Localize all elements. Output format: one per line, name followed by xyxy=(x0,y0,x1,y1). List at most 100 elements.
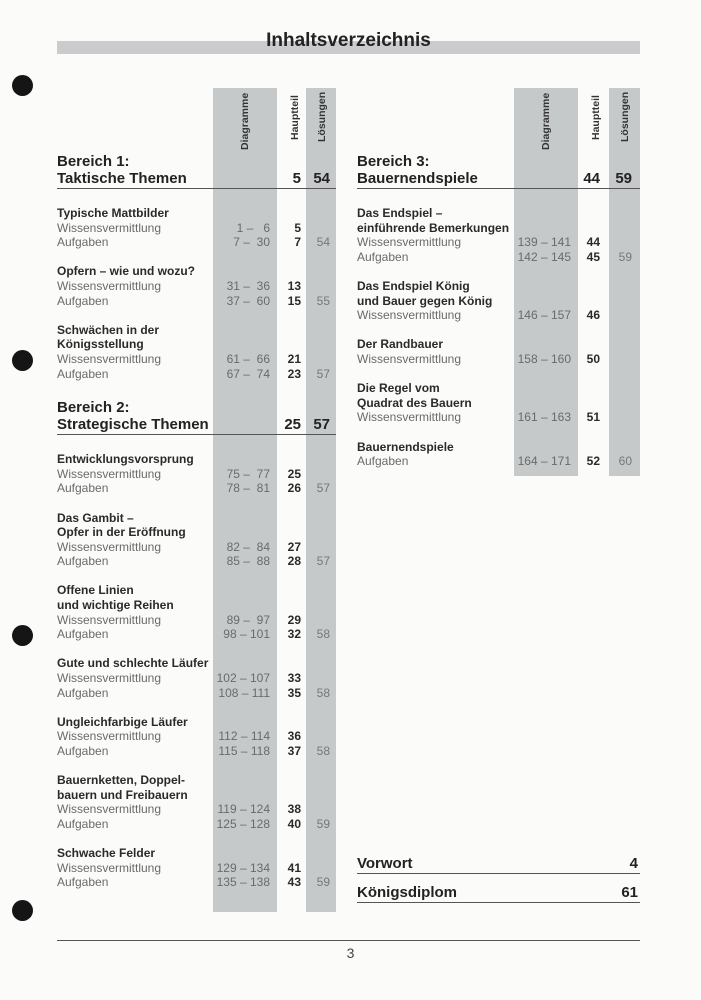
toc-group[interactable]: Schwache Felder Wissensvermittlung 129 – 1… xyxy=(57,846,336,890)
hauptteil-page: 25 xyxy=(287,466,301,481)
loesungen-page: 59 xyxy=(316,816,330,831)
diagramme-range: 78 – 81 xyxy=(226,481,270,496)
entry-label: Wissensvermittlung xyxy=(57,351,162,366)
toc-entry[interactable]: Aufgaben 7 – 30 7 54 xyxy=(57,235,336,250)
diagramme-range: 146 – 157 xyxy=(517,308,571,323)
toc-entry[interactable]: Aufgaben 135 – 138 43 59 xyxy=(57,875,336,890)
toc-entry[interactable]: Wissensvermittlung 161 – 163 51 xyxy=(357,410,640,425)
toc-entry[interactable]: Wissensvermittlung 129 – 134 41 xyxy=(57,861,336,876)
diagramme-range: 82 – 84 xyxy=(226,539,270,554)
toc-entry[interactable]: Wissensvermittlung 89 – 97 29 xyxy=(57,613,336,628)
diagramme-range: 164 – 171 xyxy=(517,454,571,469)
diagramme-range: 85 – 88 xyxy=(226,554,270,569)
loesungen-page: 58 xyxy=(316,627,330,642)
page-title: Inhaltsverzeichnis xyxy=(266,30,431,51)
toc-group[interactable]: Bauernketten, Doppel-bauern und Freibaue… xyxy=(57,773,336,831)
title-band xyxy=(57,41,640,54)
hauptteil-page: 5 xyxy=(294,220,301,235)
hauptteil-page: 41 xyxy=(287,860,301,875)
diagramme-range: 115 – 118 xyxy=(218,744,270,758)
toc-group[interactable]: Gute und schlechte Läufer Wissensvermittl… xyxy=(57,656,336,700)
entry-label: Aufgaben xyxy=(357,249,409,264)
group-title: Ungleichfarbige Läufer xyxy=(57,714,188,729)
toc-entry[interactable]: Aufgaben 78 – 81 26 57 xyxy=(57,481,336,496)
entry-page: 61 xyxy=(621,884,638,901)
section-header: Bereich 1: Taktische Themen 5 54 xyxy=(57,153,336,189)
toc-entry[interactable]: Aufgaben 142 – 145 45 59 xyxy=(357,250,640,265)
toc-entry[interactable]: Wissensvermittlung 102 – 107 33 xyxy=(57,671,336,686)
group-title: Das Gambit – xyxy=(57,510,134,525)
diagramme-range: 1 – 6 xyxy=(236,220,270,235)
entry-label: Aufgaben xyxy=(57,685,109,700)
loesungen-column-left xyxy=(306,88,336,912)
toc-entry[interactable]: Wissensvermittlung 112 – 114 36 xyxy=(57,729,336,744)
diagramme-range: 31 – 36 xyxy=(226,278,270,293)
toc-entry-koenigsdiplom[interactable]: Königsdiplom 61 xyxy=(357,884,640,903)
diagramme-range: 89 – 97 xyxy=(226,612,270,627)
toc-entry[interactable]: Wissensvermittlung 61 – 66 21 xyxy=(57,352,336,367)
entry-label: Aufgaben xyxy=(57,816,109,831)
toc-entry[interactable]: Wissensvermittlung 1 – 6 5 xyxy=(57,221,336,236)
loesungen-page: 55 xyxy=(316,293,330,308)
diagramme-range: 37 – 60 xyxy=(226,293,270,308)
hauptteil-page: 44 xyxy=(586,235,600,250)
toc-group[interactable]: Opfern – wie und wozu? Wissensvermittlung… xyxy=(57,264,336,308)
toc-entry[interactable]: Aufgaben 108 – 111 35 58 xyxy=(57,686,336,701)
entry-label: Aufgaben xyxy=(57,554,109,569)
hauptteil-page: 27 xyxy=(287,539,301,554)
group-title: Bauernketten, Doppel- xyxy=(57,773,186,788)
toc-entry[interactable]: Wissensvermittlung 75 – 77 25 xyxy=(57,467,336,482)
section-loesungen-page: 57 xyxy=(313,416,330,434)
section-loesungen-page: 59 xyxy=(615,170,632,187)
entry-label: Wissensvermittlung xyxy=(57,220,162,235)
toc-entry[interactable]: Aufgaben 67 – 74 23 57 xyxy=(57,367,336,382)
group-title: Gute und schlechte Läufer xyxy=(57,656,209,671)
entry-label: Wissensvermittlung xyxy=(57,671,162,686)
toc-entry[interactable]: Wissensvermittlung 119 – 124 38 xyxy=(57,802,336,817)
group-title: Entwicklungsvorsprung xyxy=(57,452,194,467)
punch-hole xyxy=(12,75,33,96)
entry-label: Wissensvermittlung xyxy=(357,308,462,323)
toc-entry[interactable]: Wissensvermittlung 146 – 157 46 xyxy=(357,308,640,323)
entry-label: Aufgaben xyxy=(57,293,109,308)
toc-group[interactable]: Typische Mattbilder Wissensvermittlung 1 –… xyxy=(57,206,336,250)
group-title: Opfer in der Eröffnung xyxy=(57,525,186,540)
group-title: Der Randbauer xyxy=(357,337,444,352)
hauptteil-page: 45 xyxy=(586,249,600,264)
toc-entry[interactable]: Aufgaben 85 – 88 28 57 xyxy=(57,554,336,569)
toc-group[interactable]: Offene Linien und wichtige Reihen Wissensv… xyxy=(57,583,336,641)
toc-entry[interactable]: Aufgaben 164 – 171 52 60 xyxy=(357,454,640,469)
toc-entry[interactable]: Wissensvermittlung 139 – 141 44 xyxy=(357,235,640,250)
toc-entry[interactable]: Aufgaben 37 – 60 15 55 xyxy=(57,294,336,309)
toc-group[interactable]: Der Randbauer Wissensvermittlung 158 – 160… xyxy=(357,337,640,366)
hauptteil-page: 52 xyxy=(586,454,600,469)
entry-label: Wissensvermittlung xyxy=(57,612,162,627)
toc-group[interactable]: Das Endspiel – einführende Bemerkungen Wis… xyxy=(357,206,640,264)
punch-hole xyxy=(12,900,33,921)
toc-entry-vorwort[interactable]: Vorwort 4 xyxy=(357,855,640,874)
diagramme-range: 158 – 160 xyxy=(517,351,571,366)
toc-entry[interactable]: Aufgaben 98 – 101 32 58 xyxy=(57,627,336,642)
toc-group[interactable]: Das Endspiel König und Bauer gegen König W… xyxy=(357,279,640,323)
toc-entry[interactable]: Wissensvermittlung 158 – 160 50 xyxy=(357,352,640,367)
toc-section: Bereich 1: Taktische Themen 5 54 Typische Ma… xyxy=(57,153,336,381)
toc-group[interactable]: Die Regel vom Quadrat des Bauern Wissensve… xyxy=(357,381,640,425)
toc-group[interactable]: Schwächen in der Königsstellung Wissensver… xyxy=(57,323,336,381)
toc-right-column: Bereich 3: Bauernendspiele 44 59 Das Endspie… xyxy=(357,153,640,483)
toc-group[interactable]: Bauernendspiele Aufgaben 164 – 171 52 60 xyxy=(357,440,640,469)
toc-group[interactable]: Ungleichfarbige Läufer Wissensvermittlung… xyxy=(57,715,336,759)
loesungen-column-right xyxy=(609,88,640,476)
entry-page: 4 xyxy=(629,855,638,872)
entry-label: Aufgaben xyxy=(57,627,109,642)
group-title: Das Endspiel König xyxy=(357,278,470,293)
toc-entry[interactable]: Aufgaben 125 – 128 40 59 xyxy=(57,817,336,832)
toc-entry[interactable]: Wissensvermittlung 31 – 36 13 xyxy=(57,279,336,294)
punch-hole xyxy=(12,625,33,646)
group-title: Königsstellung xyxy=(57,337,144,352)
group-title: Schwache Felder xyxy=(57,846,156,861)
entry-label: Wissensvermittlung xyxy=(57,466,162,481)
toc-group[interactable]: Das Gambit – Opfer in der Eröffnung Wissen… xyxy=(57,511,336,569)
toc-entry[interactable]: Wissensvermittlung 82 – 84 27 xyxy=(57,540,336,555)
toc-group[interactable]: Entwicklungsvorsprung Wissensvermittlung 7… xyxy=(57,452,336,496)
toc-entry[interactable]: Aufgaben 115 – 118 37 58 xyxy=(57,744,336,759)
